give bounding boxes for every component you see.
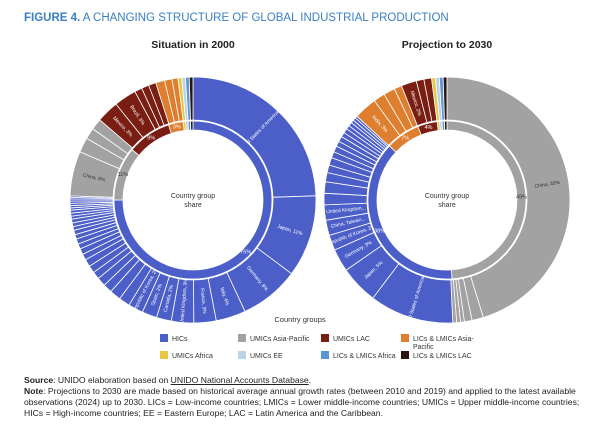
legend-label: UMICs EE <box>250 353 283 360</box>
inner-ring-label: 75% <box>240 250 251 256</box>
figure-title: FIGURE 4. A CHANGING STRUCTURE OF GLOBAL… <box>24 12 449 24</box>
legend-label: UMICs LAC <box>333 336 370 343</box>
legend-label-line: LICs & LMICs Africa <box>333 353 396 360</box>
center-label-line: Country group <box>425 193 469 200</box>
inner-ring-label: 4% <box>424 125 432 131</box>
center-label-line: share <box>184 202 202 209</box>
outer-ring-slice <box>188 76 194 121</box>
legend-swatch <box>401 351 409 359</box>
center-label-line: share <box>438 202 456 209</box>
legend-label: UMICs Asia-Pacific <box>250 336 310 343</box>
note-text: : Projections to 2030 are made based on … <box>24 386 580 418</box>
legend-label-line: HICs <box>172 336 188 343</box>
legend-swatch <box>401 334 409 342</box>
note-line: Note: Projections to 2030 are made based… <box>24 386 584 419</box>
inner-ring-label: 38% <box>374 229 385 235</box>
center-label-line: Country group <box>171 193 215 200</box>
donut-hole <box>124 131 262 269</box>
outer-ring-label: France, 3% <box>199 288 208 315</box>
source-link[interactable]: UNIDO National Accounts Database <box>170 375 309 385</box>
donut-hole <box>378 131 516 269</box>
outer-ring-label: Italy, 4% <box>219 287 231 307</box>
legend-label-line: LICs & LMICs LAC <box>413 353 472 360</box>
inner-ring-label: 3% <box>173 124 181 130</box>
legend-label: LICs & LMICs Asia-Pacific <box>413 336 474 351</box>
legend-label-line: Pacific <box>413 344 434 351</box>
legend-swatch <box>321 334 329 342</box>
legend-swatch <box>160 334 168 342</box>
legend-swatch <box>160 351 168 359</box>
figure-number: FIGURE 4. <box>24 12 81 24</box>
legend-label: LICs & LMICs LAC <box>413 353 472 360</box>
legend-label-line: UMICs Asia-Pacific <box>250 336 310 343</box>
outer-ring-slice <box>442 76 448 121</box>
outer-ring-label: United Kingdom, 3% <box>179 278 189 324</box>
chart-title: Situation in 2000 <box>151 39 235 51</box>
source-note: Source: UNIDO elaboration based on UNIDO… <box>24 375 584 419</box>
source-prefix: : UNIDO elaboration based on <box>53 375 171 385</box>
legend-swatch <box>238 334 246 342</box>
legend-title: Country groups <box>274 315 326 324</box>
center-label: Country group share <box>171 193 215 209</box>
legend-label: LICs & LMICs Africa <box>333 353 396 360</box>
legend-swatch <box>321 351 329 359</box>
inner-ring-label: 9% <box>147 135 155 141</box>
inner-ring-label: 11% <box>118 172 129 178</box>
note-label: Note <box>24 386 44 396</box>
source-label: Source <box>24 375 54 385</box>
outer-ring-label: United Kingdom... <box>326 205 366 215</box>
legend-label-line: UMICs LAC <box>333 336 370 343</box>
legend-swatch <box>238 351 246 359</box>
legend-label-line: UMICs Africa <box>172 353 213 360</box>
outer-ring-label: China, 45% <box>534 180 561 190</box>
outer-ring-slice <box>446 76 571 319</box>
outer-ring-label: China, 6% <box>82 173 106 184</box>
inner-ring-slice <box>190 120 194 131</box>
legend-label: HICs <box>172 336 188 343</box>
inner-ring-label: 49% <box>516 195 527 201</box>
chart-title: Projection to 2030 <box>402 39 493 51</box>
source-suffix: . <box>308 375 312 385</box>
legend-label: UMICs Africa <box>172 353 213 360</box>
inner-ring-label: 7% <box>401 135 409 141</box>
legend-label-line: LICs & LMICs Asia- <box>413 336 474 343</box>
legend-label-line: UMICs EE <box>250 353 283 360</box>
source-line: Source: UNIDO elaboration based on UNIDO… <box>24 375 584 386</box>
center-label: Country group share <box>425 193 469 209</box>
inner-ring-slice <box>444 120 448 131</box>
figure-title-text: A CHANGING STRUCTURE OF GLOBAL INDUSTRIA… <box>82 12 449 24</box>
